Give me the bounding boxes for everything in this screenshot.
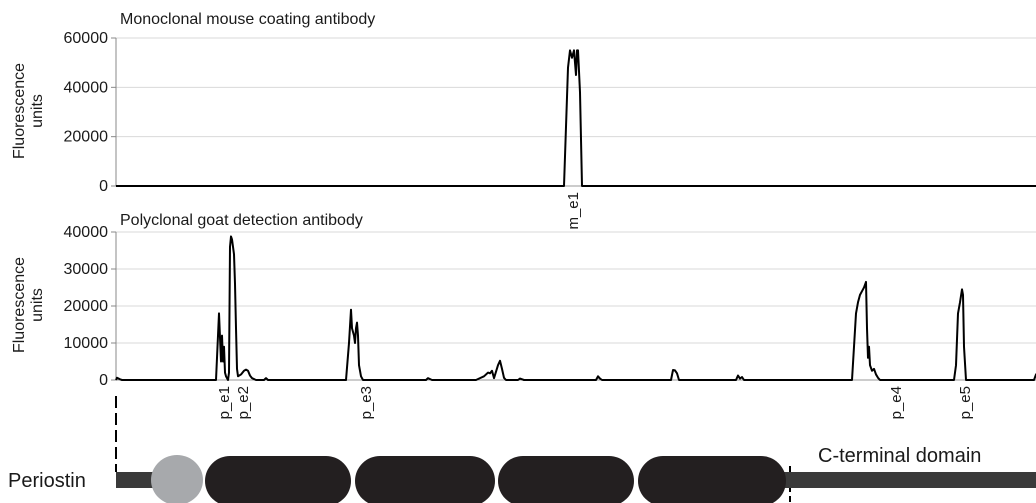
epitope-label-p-e3: p_e3 — [358, 386, 375, 419]
epitope-label-m-e1: m_e1 — [565, 192, 582, 230]
polyclonal-tick-label-40000: 40000 — [64, 224, 109, 241]
epitope-label-p-e1: p_e1 — [216, 386, 233, 419]
polyclonal-y-label-line2: units — [29, 288, 46, 322]
c-terminal-domain-bar — [780, 472, 1036, 488]
polyclonal-tick-label-0: 0 — [99, 372, 108, 389]
polyclonal-tick-label-10000: 10000 — [64, 335, 109, 352]
monoclonal-series-line — [116, 49, 1036, 187]
fas1-domain-2 — [355, 456, 495, 503]
polyclonal-tick-label-30000: 30000 — [64, 261, 109, 278]
polyclonal-y-ticks: 0 10000 20000 30000 40000 — [64, 224, 116, 389]
monoclonal-y-ticks: 0 20000 40000 60000 — [64, 30, 116, 195]
polyclonal-series-line — [115, 235, 1036, 381]
epitope-label-p-e2: p_e2 — [235, 386, 252, 419]
monoclonal-panel-title: Monoclonal mouse coating antibody — [120, 11, 375, 28]
epitope-label-p-e5: p_e5 — [957, 386, 974, 419]
monoclonal-tick-label-60000: 60000 — [64, 30, 109, 47]
polyclonal-panel: Polyclonal goat detection antibody Fluor… — [11, 212, 1036, 419]
polyclonal-gridlines — [116, 231, 1036, 381]
emi-domain — [151, 455, 203, 503]
polyclonal-panel-title: Polyclonal goat detection antibody — [120, 212, 363, 229]
monoclonal-panel: Monoclonal mouse coating antibody Fluore… — [11, 11, 1036, 230]
monoclonal-y-label-line1: Fluorescence — [11, 63, 28, 159]
epitope-label-p-e4: p_e4 — [888, 386, 905, 419]
polyclonal-epitope-labels: p_e1 p_e2 p_e3 p_e4 p_e5 — [216, 386, 974, 419]
monoclonal-tick-label-0: 0 — [99, 178, 108, 195]
fas1-domain-4 — [638, 456, 786, 503]
fas1-domain-3 — [498, 456, 634, 503]
polyclonal-tick-label-20000: 20000 — [64, 298, 109, 315]
c-terminal-domain-label: C-terminal domain — [818, 445, 981, 467]
polyclonal-y-label-line1: Fluorescence — [11, 257, 28, 353]
monoclonal-tick-label-20000: 20000 — [64, 129, 109, 146]
monoclonal-y-label-line2: units — [29, 94, 46, 128]
periostin-domain-map: Periostin C-terminal domain — [8, 396, 1036, 503]
monoclonal-tick-label-40000: 40000 — [64, 79, 109, 96]
fas1-domain-1 — [205, 456, 351, 503]
protein-label: Periostin — [8, 470, 86, 492]
signal-peptide-segment — [116, 472, 156, 488]
monoclonal-epitope-labels: m_e1 — [565, 192, 582, 230]
